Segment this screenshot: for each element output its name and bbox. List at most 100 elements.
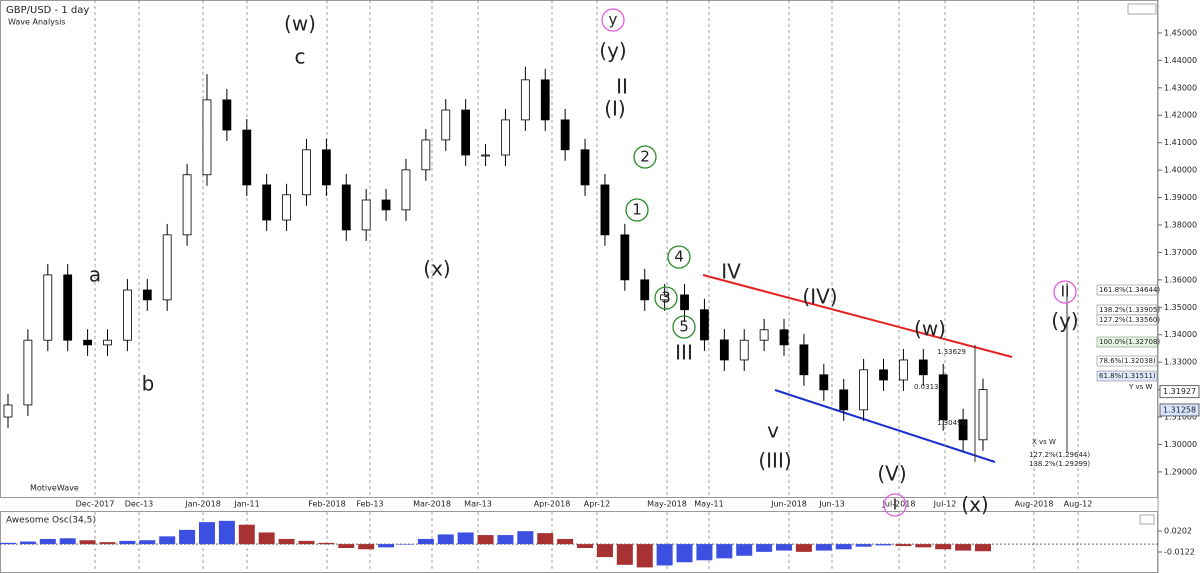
- candle-body: [341, 184, 351, 231]
- candle-body: [302, 149, 311, 196]
- watermark: MotiveWave: [30, 484, 79, 493]
- candle-body: [282, 194, 291, 221]
- wave-circle: [1053, 280, 1077, 304]
- wave-label: (IV): [802, 285, 837, 309]
- candle-body: [540, 79, 550, 121]
- wave-label: III: [675, 341, 693, 365]
- osc-bar: [0, 542, 16, 545]
- candle-body: [839, 389, 849, 411]
- osc-bar: [616, 544, 633, 565]
- wave-label: 3: [661, 289, 671, 307]
- y-tick-label: 1.36000: [1164, 275, 1197, 284]
- osc-bar: [278, 538, 295, 545]
- fib-label: X vs W: [1032, 438, 1056, 446]
- candle-body: [162, 234, 172, 301]
- osc-bar: [955, 544, 972, 551]
- x-tick-label: Apr-12: [584, 500, 610, 509]
- osc-bar: [358, 544, 375, 550]
- osc-bar: [656, 544, 673, 566]
- candle-body: [859, 369, 869, 411]
- osc-bar: [218, 520, 235, 545]
- fib-label: 1.33629: [937, 348, 966, 356]
- y-tick-label: 1.40000: [1164, 166, 1197, 175]
- osc-bar: [895, 544, 912, 547]
- osc-bar: [596, 544, 613, 558]
- osc-bar: [497, 535, 514, 545]
- osc-bar: [397, 544, 414, 545]
- wave-label: y: [609, 11, 618, 29]
- osc-bar: [795, 544, 812, 552]
- window-buttons[interactable]: [1127, 3, 1157, 15]
- wave-label: (w): [914, 317, 946, 341]
- wave-label: II: [1061, 283, 1070, 301]
- candle-body: [640, 279, 650, 301]
- wave-label: v: [767, 419, 779, 443]
- x-tick-label: Jul-2018: [882, 500, 916, 509]
- fib-label: 138.2%(1.29299): [1029, 460, 1090, 468]
- fib-box: [1096, 314, 1158, 326]
- y-tick-label: 1.44000: [1164, 56, 1197, 65]
- osc-bar: [139, 540, 156, 545]
- wave-label: II: [616, 75, 628, 99]
- candle-body: [481, 154, 490, 157]
- candle-body: [799, 344, 809, 376]
- candle-body: [560, 119, 570, 151]
- osc-bar: [417, 538, 434, 545]
- osc-bar: [975, 544, 991, 552]
- candle-body: [361, 199, 371, 231]
- wave-circle: [625, 198, 649, 222]
- osc-bar: [298, 540, 315, 545]
- osc-bar: [378, 544, 395, 548]
- y-tick-label: 1.29000: [1164, 467, 1197, 476]
- candle-body: [918, 359, 928, 376]
- panel-buttons[interactable]: [1139, 514, 1155, 525]
- osc-bar: [517, 531, 534, 545]
- candle-body: [222, 99, 232, 131]
- x-tick-label: May-11: [694, 500, 723, 509]
- x-tick-label: Jun-13: [818, 500, 845, 509]
- candle-body: [739, 339, 749, 361]
- osc-bar: [696, 544, 713, 561]
- osc-bar: [39, 538, 56, 545]
- candle-body: [819, 374, 829, 391]
- candle-body: [321, 149, 331, 186]
- wave-label: (V): [877, 462, 906, 486]
- wave-label: I: [893, 496, 897, 514]
- candle-body: [580, 149, 590, 186]
- osc-bar: [437, 534, 454, 545]
- price-marker-label: 1.31927: [1163, 387, 1196, 396]
- fib-label: 161.8%(1.34644): [1099, 286, 1160, 294]
- wave-label: a: [89, 263, 101, 287]
- x-tick-label: Feb-13: [356, 500, 383, 509]
- y-tick-label: 1.37000: [1164, 248, 1197, 257]
- candle-body: [779, 329, 789, 346]
- y-tick-label: 1.42000: [1164, 111, 1197, 120]
- wave-label: c: [295, 45, 306, 69]
- candle-body: [3, 404, 13, 418]
- x-tick-label: Jan-11: [233, 500, 259, 509]
- wave-label: 1: [632, 201, 642, 219]
- candle-body: [242, 129, 252, 186]
- osc-bar: [179, 529, 196, 545]
- fib-label: 0.03133: [914, 383, 943, 391]
- x-tick-label: May-2018: [647, 500, 687, 509]
- y-tick-label: 1.39000: [1164, 193, 1197, 202]
- x-tick-label: Mar-13: [464, 500, 492, 509]
- osc-bar: [577, 544, 594, 548]
- fib-label: 61.8%(1.31511): [1099, 372, 1156, 380]
- candle-body: [620, 234, 630, 281]
- wave-label: b: [142, 372, 155, 396]
- osc-bar: [736, 544, 753, 556]
- y-tick-label: 1.43000: [1164, 83, 1197, 92]
- candle-body: [262, 184, 272, 221]
- candle-body: [501, 119, 510, 156]
- fib-label: 78.6%(1.32038): [1099, 357, 1156, 365]
- osc-bar: [318, 542, 335, 545]
- fib-label: 1.30496: [937, 419, 966, 427]
- osc-y-tick-label: -0.0122: [1164, 548, 1195, 557]
- price-marker-box: [1159, 385, 1200, 399]
- osc-bar: [258, 532, 275, 545]
- price-marker-box: [1159, 403, 1200, 417]
